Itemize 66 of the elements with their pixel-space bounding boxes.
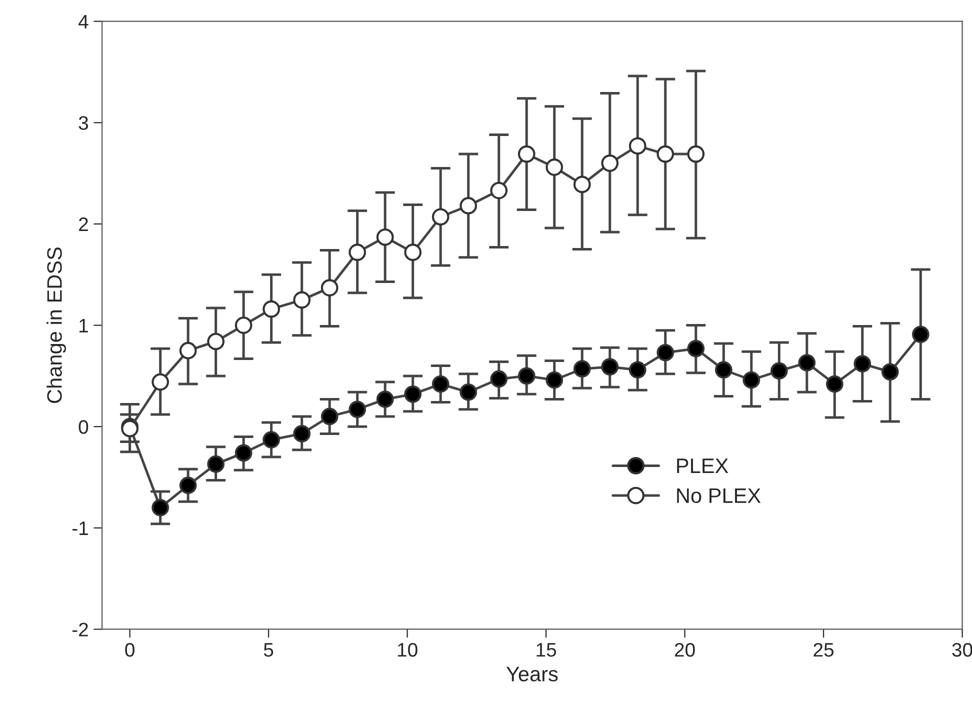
legend-label: No PLEX: [677, 488, 761, 504]
y-tick-label: -2: [72, 622, 88, 636]
y-tick-label: 3: [78, 116, 88, 130]
point: [490, 182, 508, 200]
point: [432, 208, 450, 226]
point: [656, 145, 674, 163]
point: [293, 425, 311, 442]
point: [687, 340, 705, 358]
y-tick-label: 2: [79, 217, 88, 232]
point: [546, 371, 564, 389]
point: [770, 362, 788, 380]
point: [432, 375, 450, 393]
point: [687, 145, 705, 163]
point: [207, 332, 225, 350]
point: [881, 363, 899, 381]
point: [742, 371, 760, 389]
point: [601, 154, 619, 172]
point: [376, 390, 394, 408]
point: [826, 375, 844, 393]
point: [320, 279, 338, 296]
point: [348, 244, 366, 262]
y-tick-label: -1: [72, 522, 88, 535]
point: [152, 373, 170, 391]
point: [320, 408, 338, 426]
legend-label: PLEX: [677, 458, 728, 473]
point: [628, 137, 646, 155]
y-tick-label: 0: [78, 420, 88, 434]
point: [854, 355, 872, 372]
point: [262, 431, 280, 448]
y-tick-label: 1: [80, 318, 88, 332]
point: [376, 228, 394, 246]
x-tick-label: 5: [264, 643, 274, 657]
x-tick-label: 20: [674, 642, 695, 657]
point: [404, 244, 422, 262]
point: [628, 361, 646, 379]
x-tick-label: 15: [536, 643, 556, 657]
point: [714, 361, 732, 379]
y-axis-title: Change in EDSS: [46, 247, 66, 403]
point: [460, 197, 478, 214]
point: [179, 476, 197, 494]
point: [573, 360, 591, 378]
point: [912, 326, 930, 344]
point: [573, 176, 591, 194]
x-tick-label: 0: [125, 642, 134, 657]
point: [656, 344, 674, 362]
point: [179, 342, 197, 360]
y-tick-label: 4: [78, 15, 88, 28]
point: [404, 385, 422, 403]
point: [262, 300, 280, 318]
point: [234, 316, 252, 334]
point: [348, 400, 366, 418]
x-tick-label: 10: [398, 642, 418, 657]
x-axis-title: Years: [506, 666, 558, 682]
point: [293, 291, 311, 309]
point: [460, 383, 478, 401]
point: [798, 354, 816, 372]
point: [518, 367, 536, 385]
point: [546, 158, 564, 176]
point: [234, 444, 252, 462]
point: [207, 455, 225, 473]
point: [152, 498, 170, 516]
x-tick-label: 25: [814, 642, 834, 657]
point: [490, 370, 508, 388]
x-tick-label: 30: [952, 642, 972, 657]
point: [601, 358, 619, 376]
point: [518, 145, 536, 163]
